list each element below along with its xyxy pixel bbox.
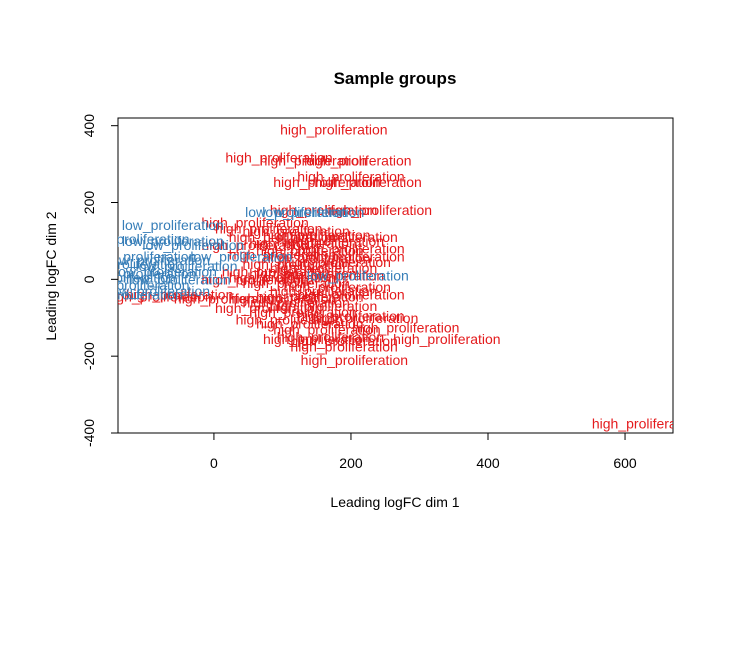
point-label: high_proliferation: [314, 174, 421, 190]
point-label: high_proliferation: [222, 264, 329, 280]
chart-title: Sample groups: [334, 69, 457, 88]
x-axis-label: Leading logFC dim 1: [330, 494, 459, 510]
point-label: high_proliferation: [297, 287, 404, 303]
point-label: high_proliferation: [201, 271, 308, 287]
point-label: high_proliferation: [290, 333, 397, 349]
point-label: low_proliferation: [307, 268, 409, 284]
point-label: high_proliferation: [592, 415, 699, 431]
point-label: high_proliferation: [249, 304, 356, 320]
y-tick-label: 400: [81, 114, 97, 138]
x-tick-label: 0: [210, 455, 218, 471]
point-label: high_proliferation: [270, 283, 377, 299]
point-label: high_proliferation: [290, 339, 397, 355]
point-label: high_proliferation: [229, 269, 336, 285]
point-label: high_proliferation: [256, 316, 363, 332]
point-label: low_proliferation: [88, 277, 190, 293]
point-label: low_proliferation: [81, 256, 183, 272]
point-label: high_proliferation: [290, 229, 397, 245]
point-label: low_proliferation: [88, 231, 190, 247]
point-label: high_proliferation: [249, 235, 356, 251]
point-labels: high_proliferationhigh_proliferationhigh…: [74, 122, 699, 432]
point-label: high_proliferation: [174, 291, 281, 307]
point-label: high_proliferation: [256, 289, 363, 305]
point-label: high_proliferation: [263, 331, 370, 347]
point-label: high_proliferation: [229, 246, 336, 262]
y-tick-label: -400: [81, 419, 97, 447]
point-label: high_proliferation: [311, 310, 418, 326]
point-label: high_proliferation: [242, 294, 349, 310]
point-label: high_proliferation: [277, 233, 384, 249]
point-label: high_proliferation: [126, 287, 233, 303]
y-tick-label: 0: [81, 275, 97, 283]
point-label: low_proliferation: [190, 248, 292, 264]
x-tick-label: 600: [613, 455, 637, 471]
point-label: low_proliferation: [81, 287, 183, 303]
y-axis: -400 -200 0 200 400: [81, 114, 119, 447]
point-label: high_proliferation: [256, 243, 363, 259]
point-label: low_proliferation: [129, 271, 231, 287]
point-label: high_proliferation: [297, 248, 404, 264]
point-label: low_proliferation: [108, 252, 210, 268]
point-label: low_proliferation: [74, 269, 176, 285]
point-label: low_proliferation: [136, 258, 238, 274]
point-label: high_proliferation: [393, 331, 500, 347]
point-label: low_proliferation: [115, 264, 217, 280]
point-label: high_proliferation: [280, 122, 387, 138]
point-label: high_proliferation: [229, 229, 336, 245]
point-label: high_proliferation: [273, 321, 380, 337]
point-label: low_proliferation: [122, 233, 224, 249]
point-label: high_proliferation: [242, 223, 349, 239]
point-label: high_proliferation: [284, 254, 391, 270]
point-label: high_proliferation: [242, 275, 349, 291]
point-label: high_proliferation: [273, 174, 380, 190]
point-label: low_proliferation: [94, 248, 196, 264]
point-label: high_proliferation: [297, 168, 404, 184]
x-tick-label: 200: [339, 455, 363, 471]
point-label: high_proliferation: [297, 241, 404, 257]
point-label: low_proliferation: [262, 204, 364, 220]
point-label: high_proliferation: [352, 319, 459, 335]
y-tick-label: -200: [81, 342, 97, 370]
point-label: high_proliferation: [225, 150, 332, 166]
point-label: high_proliferation: [277, 329, 384, 345]
point-label: high_proliferation: [236, 312, 343, 328]
point-label: high_proliferation: [270, 298, 377, 314]
point-label: high_proliferation: [229, 291, 336, 307]
point-label: low_proliferation: [122, 217, 224, 233]
point-label: high_proliferation: [297, 308, 404, 324]
point-label: high_proliferation: [277, 268, 384, 284]
y-axis-label: Leading logFC dim 2: [43, 211, 59, 340]
point-label: high_proliferation: [201, 237, 308, 253]
point-label: low_proliferation: [94, 266, 196, 282]
x-tick-label: 400: [476, 455, 500, 471]
y-tick-label: 200: [81, 191, 97, 215]
point-label: high_proliferation: [263, 227, 370, 243]
point-label: high_proliferation: [301, 352, 408, 368]
point-label: low_proliferation: [245, 204, 347, 220]
point-label: high_proliferation: [249, 266, 356, 282]
point-label: high_proliferation: [105, 289, 212, 305]
point-label: high_proliferation: [201, 214, 308, 230]
point-label: high_proliferation: [304, 152, 411, 168]
point-label: high_proliferation: [325, 202, 432, 218]
x-axis: 0 200 400 600: [210, 432, 637, 471]
point-label: low_proliferation: [108, 283, 210, 299]
point-label: high_proliferation: [215, 220, 322, 236]
point-label: high_proliferation: [284, 279, 391, 295]
point-label: high_proliferation: [215, 300, 322, 316]
point-label: high_proliferation: [263, 250, 370, 266]
point-label: high_proliferation: [270, 260, 377, 276]
point-label: low_proliferation: [142, 237, 244, 253]
point-label: high_proliferation: [270, 202, 377, 218]
point-label: high_proliferation: [260, 152, 367, 168]
point-label: high_proliferation: [242, 256, 349, 272]
